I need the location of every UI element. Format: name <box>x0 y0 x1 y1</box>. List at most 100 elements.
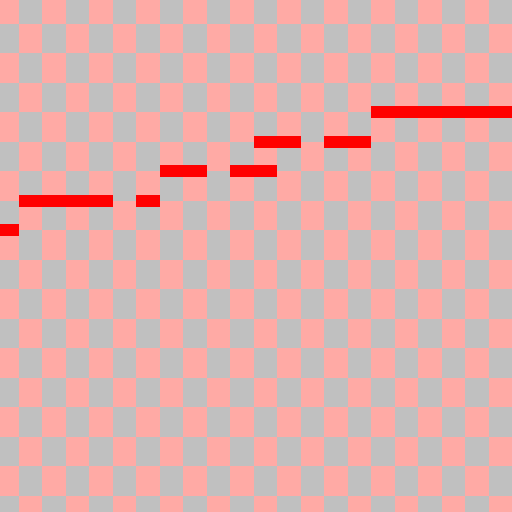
board-tile <box>136 378 160 407</box>
board-tile <box>348 289 371 319</box>
board-tile <box>42 378 66 407</box>
board-tile <box>418 260 442 289</box>
board-tile <box>254 466 277 496</box>
board-tile <box>42 142 66 171</box>
board-tile <box>207 348 230 378</box>
board-tile <box>42 466 66 496</box>
board-tile <box>442 407 465 437</box>
board-tile <box>66 437 89 466</box>
board-tile <box>324 437 348 466</box>
board-tile <box>160 319 183 348</box>
board-tile <box>254 496 277 512</box>
board-tile <box>489 142 512 171</box>
trail-segment <box>230 165 277 177</box>
board-tile <box>113 260 136 289</box>
board-tile <box>489 0 512 24</box>
board-tile <box>324 348 348 378</box>
board-tile <box>160 112 183 142</box>
board-tile <box>89 466 113 496</box>
board-tile <box>465 171 489 201</box>
board-tile <box>136 348 160 378</box>
board-tile <box>183 348 207 378</box>
board-tile <box>301 289 324 319</box>
board-tile <box>301 142 324 171</box>
board-tile <box>371 437 395 466</box>
board-tile <box>66 407 89 437</box>
board-tile <box>207 466 230 496</box>
board-tile <box>66 230 89 260</box>
board-tile <box>489 289 512 319</box>
board-tile <box>324 319 348 348</box>
board-tile <box>301 378 324 407</box>
board-tile <box>183 230 207 260</box>
board-tile <box>489 53 512 83</box>
board-tile <box>113 142 136 171</box>
board-tile <box>442 260 465 289</box>
board-tile <box>89 289 113 319</box>
board-tile <box>418 496 442 512</box>
board-tile <box>113 378 136 407</box>
board-tile <box>19 289 42 319</box>
board-tile <box>207 171 230 201</box>
board-tile <box>277 24 301 53</box>
board-tile <box>207 437 230 466</box>
board-tile <box>254 230 277 260</box>
board-tile <box>489 260 512 289</box>
board-tile <box>371 289 395 319</box>
board-tile <box>418 230 442 260</box>
board-tile <box>160 407 183 437</box>
board-tile <box>113 201 136 230</box>
board-tile <box>230 230 254 260</box>
board-tile <box>324 0 348 24</box>
board-tile <box>207 289 230 319</box>
board-tile <box>254 83 277 112</box>
board-tile <box>230 378 254 407</box>
board-tile <box>42 112 66 142</box>
board-tile <box>371 348 395 378</box>
board-tile <box>348 496 371 512</box>
board-tile <box>254 0 277 24</box>
board-tile <box>442 53 465 83</box>
board-tile <box>160 0 183 24</box>
board-tile <box>301 53 324 83</box>
board-tile <box>371 230 395 260</box>
board-tile <box>465 142 489 171</box>
board-tile <box>160 378 183 407</box>
board-tile <box>371 466 395 496</box>
board-tile <box>160 260 183 289</box>
board-tile <box>348 437 371 466</box>
board-tile <box>277 437 301 466</box>
board-tile <box>160 496 183 512</box>
board-tile <box>277 496 301 512</box>
board-tile <box>254 260 277 289</box>
board-tile <box>277 319 301 348</box>
board-tile <box>113 230 136 260</box>
board-tile <box>183 260 207 289</box>
board-tile <box>230 0 254 24</box>
board-tile <box>324 407 348 437</box>
board-tile <box>19 83 42 112</box>
board-tile <box>465 24 489 53</box>
board-tile <box>42 260 66 289</box>
board-tile <box>277 83 301 112</box>
board-tile <box>418 319 442 348</box>
board-tile <box>19 24 42 53</box>
board-tile <box>395 466 418 496</box>
board-tile <box>395 289 418 319</box>
board-tile <box>66 378 89 407</box>
board-tile <box>207 319 230 348</box>
board-tile <box>371 260 395 289</box>
board-tile <box>183 378 207 407</box>
board-tile <box>301 230 324 260</box>
board-tile <box>395 230 418 260</box>
board-tile <box>89 83 113 112</box>
board-tile <box>395 53 418 83</box>
board-tile <box>230 289 254 319</box>
board-tile <box>324 53 348 83</box>
board-tile <box>42 289 66 319</box>
board-tile <box>0 437 19 466</box>
board-tile <box>489 378 512 407</box>
board-tile <box>113 319 136 348</box>
board-tile <box>183 496 207 512</box>
